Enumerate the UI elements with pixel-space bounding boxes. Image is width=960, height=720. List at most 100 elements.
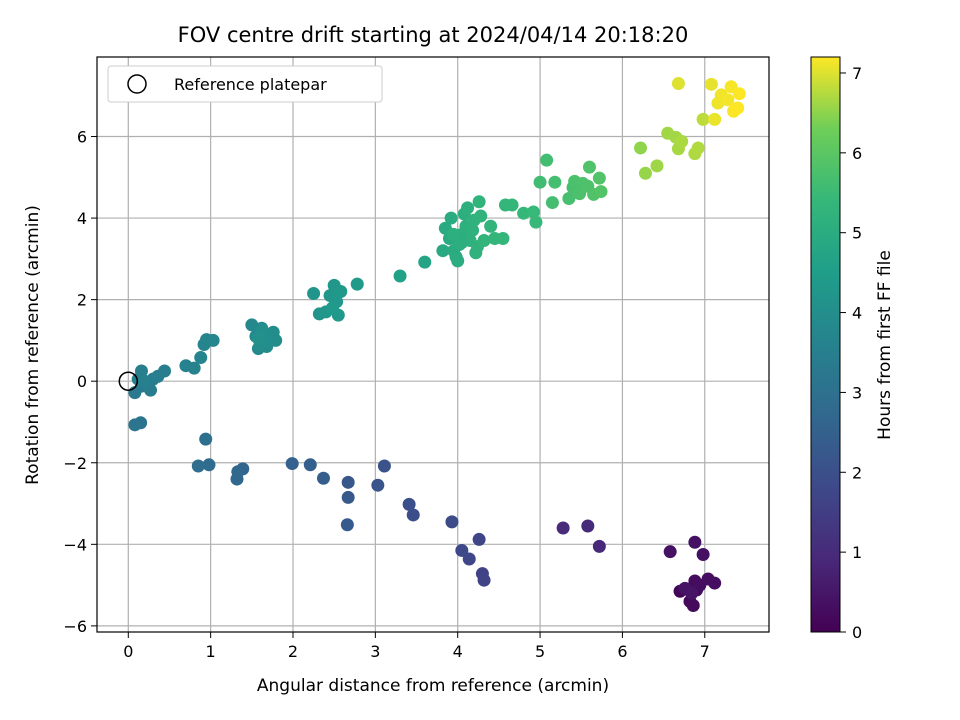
data-point <box>251 331 265 345</box>
data-point <box>731 101 745 115</box>
data-point <box>341 475 355 489</box>
data-point <box>393 269 407 283</box>
data-point <box>371 478 385 492</box>
data-point <box>455 236 469 250</box>
data-point <box>261 335 275 349</box>
data-point <box>285 457 299 471</box>
data-point <box>708 576 722 590</box>
x-tick-label: 5 <box>535 642 545 661</box>
data-point <box>484 219 498 233</box>
data-point <box>447 227 461 241</box>
data-point <box>704 77 718 91</box>
colorbar-tick-label: 6 <box>852 144 862 163</box>
colorbar-tick-label: 5 <box>852 224 862 243</box>
data-point <box>556 521 570 535</box>
legend: Reference platepar <box>107 65 383 103</box>
y-tick-label: −4 <box>63 535 87 554</box>
y-tick-label: −2 <box>63 454 87 473</box>
data-point <box>533 175 547 189</box>
data-point <box>472 195 486 209</box>
x-tick-label: 4 <box>453 642 463 661</box>
data-point <box>326 301 340 315</box>
data-point <box>708 112 722 126</box>
data-point <box>134 364 148 378</box>
x-axis-ticks: 0 1 2 3 4 5 6 7 <box>123 632 710 661</box>
y-tick-label: 4 <box>77 209 87 228</box>
data-point <box>638 166 652 180</box>
data-point <box>477 234 491 248</box>
data-point <box>562 192 576 206</box>
plot-frame <box>96 56 770 633</box>
x-tick-label: 0 <box>123 642 133 661</box>
data-point <box>685 586 699 600</box>
x-tick-label: 6 <box>617 642 627 661</box>
legend-box <box>107 65 383 103</box>
data-point <box>444 211 458 225</box>
colorbar-tick-label: 3 <box>852 383 862 402</box>
data-point <box>230 472 244 486</box>
data-point <box>634 141 648 155</box>
colorbar-tick-label: 7 <box>852 64 862 83</box>
x-tick-label: 7 <box>700 642 710 661</box>
data-point <box>138 374 152 388</box>
chart-title: FOV centre drift starting at 2024/04/14 … <box>178 23 689 47</box>
data-point <box>445 515 459 529</box>
data-point <box>334 284 348 298</box>
data-point <box>402 497 416 511</box>
y-tick-label: 2 <box>77 291 87 310</box>
data-point <box>474 209 488 223</box>
data-point <box>540 153 554 167</box>
y-axis-ticks: −6 −4 −2 0 2 4 6 <box>63 128 97 636</box>
colorbar-tick-label: 2 <box>852 463 862 482</box>
x-axis-label: Angular distance from reference (arcmin) <box>257 676 609 696</box>
data-point <box>505 198 519 212</box>
data-point <box>316 471 330 485</box>
data-point <box>592 539 606 553</box>
data-point <box>696 112 710 126</box>
data-point <box>455 543 469 557</box>
data-point <box>158 364 172 378</box>
data-point <box>517 206 531 220</box>
y-axis-label: Rotation from reference (arcmin) <box>23 205 43 485</box>
data-point <box>691 141 705 155</box>
data-point <box>466 223 480 237</box>
data-point <box>581 519 595 533</box>
colorbar-tick-label: 1 <box>852 543 862 562</box>
data-point <box>436 244 450 258</box>
data-point <box>340 518 354 532</box>
data-point <box>128 418 142 432</box>
data-point <box>526 205 540 219</box>
data-point <box>545 196 559 210</box>
legend-reference-icon <box>127 74 147 94</box>
data-point <box>496 231 510 245</box>
colorbar <box>810 56 841 633</box>
data-point <box>650 159 664 173</box>
data-point <box>529 215 543 229</box>
x-tick-label: 2 <box>288 642 298 661</box>
data-point <box>341 490 355 504</box>
data-point <box>477 573 491 587</box>
colorbar-label: Hours from first FF file <box>875 250 895 440</box>
data-point <box>191 459 205 473</box>
data-point <box>732 87 746 101</box>
data-point <box>594 185 608 199</box>
data-point <box>548 175 562 189</box>
y-tick-label: −6 <box>63 617 87 636</box>
data-point <box>406 508 420 522</box>
data-points <box>128 77 746 612</box>
legend-label: Reference platepar <box>174 75 327 94</box>
data-point <box>350 277 364 291</box>
data-point <box>461 201 475 215</box>
data-point <box>663 545 677 559</box>
reference-platepar-marker <box>118 371 139 391</box>
data-point <box>686 598 700 612</box>
data-point <box>206 333 220 347</box>
x-tick-label: 1 <box>206 642 216 661</box>
data-point <box>688 535 702 549</box>
x-tick-label: 3 <box>370 642 380 661</box>
data-point <box>472 532 486 546</box>
y-tick-label: 0 <box>77 372 87 391</box>
data-point <box>199 432 213 446</box>
y-tick-label: 6 <box>77 128 87 147</box>
